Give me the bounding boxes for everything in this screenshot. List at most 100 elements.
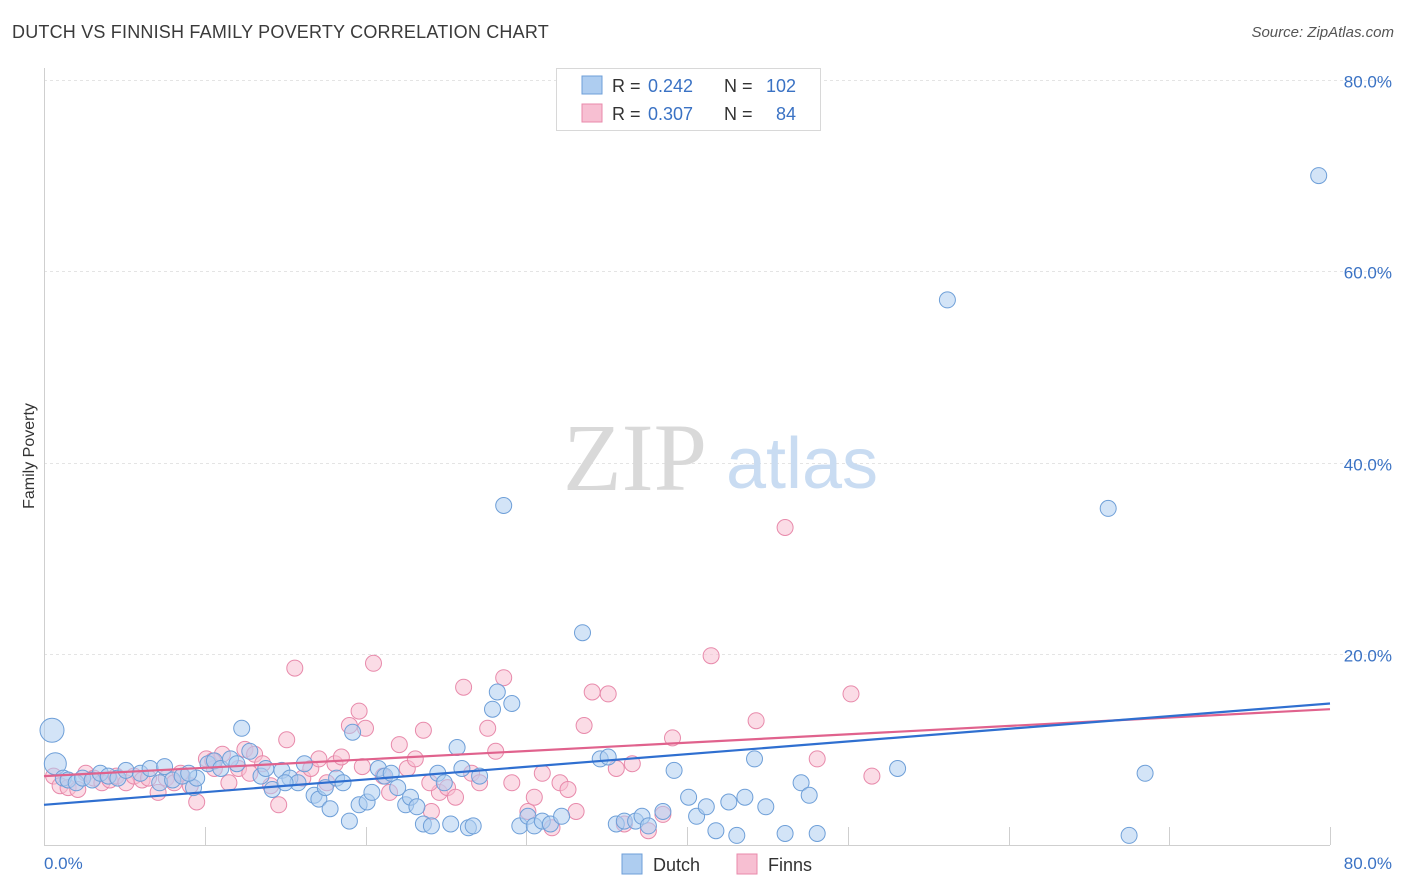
finns-point <box>220 774 238 792</box>
dutch-point <box>736 788 754 806</box>
x-ticks <box>44 827 1331 845</box>
finns-point <box>350 702 368 720</box>
finns-point <box>455 678 473 696</box>
dutch-point <box>453 760 471 777</box>
dutch-point <box>257 760 275 777</box>
y-tick-label: 60.0% <box>1344 264 1392 283</box>
legend-r-label-dutch: R = <box>612 76 641 96</box>
dutch-point <box>422 817 440 835</box>
finns-point <box>533 764 551 782</box>
y-tick-label: 80.0% <box>1344 73 1392 92</box>
finns-point <box>447 788 464 806</box>
dutch-point <box>1310 167 1328 185</box>
dutch-point <box>707 822 725 840</box>
dutch-point <box>503 695 521 712</box>
legend-box: R = 0.242 N = 102 R = 0.307 N = 84 <box>556 68 821 131</box>
chart-title: DUTCH VS FINNISH FAMILY POVERTY CORRELAT… <box>12 22 549 42</box>
dutch-point <box>639 817 657 835</box>
dutch-point <box>435 774 453 792</box>
finns-point <box>559 781 577 798</box>
finns-point <box>583 683 601 701</box>
finns-point <box>776 519 794 536</box>
legend-n-label-finns: N = <box>724 104 753 124</box>
finns-point <box>479 719 497 737</box>
finns-point <box>286 659 304 677</box>
y-tick-label: 40.0% <box>1344 456 1392 475</box>
dutch-point <box>363 783 381 801</box>
dutch-point <box>241 742 259 760</box>
dutch-point <box>117 761 135 779</box>
dutch-point <box>1099 499 1117 517</box>
finns-point <box>310 750 328 768</box>
bottom-legend-label-dutch: Dutch <box>653 855 700 875</box>
dutch-point <box>141 760 159 777</box>
finns-point <box>188 793 206 811</box>
dutch-point <box>654 803 672 820</box>
dutch-point <box>697 798 715 816</box>
finns-point <box>863 767 881 785</box>
dutch-point <box>776 825 794 842</box>
finns-point <box>278 731 296 749</box>
bottom-legend-swatch-dutch <box>621 853 643 875</box>
dutch-point <box>495 497 513 514</box>
finns-point <box>599 685 617 703</box>
watermark: ZIP atlas <box>563 404 878 511</box>
legend-swatch-dutch <box>581 75 603 95</box>
dutch-point <box>488 683 506 701</box>
finns-points <box>45 519 881 840</box>
trend-lines <box>43 702 1331 806</box>
y-tick-label: 20.0% <box>1344 647 1392 666</box>
legend-swatch-finns <box>581 103 603 123</box>
dutch-point <box>574 624 591 642</box>
dutch-point <box>680 788 698 806</box>
dutch-point <box>484 700 501 718</box>
finns-point <box>270 796 288 814</box>
dutch-point <box>321 800 339 818</box>
dutch-point <box>340 812 358 830</box>
dutch-trend-line <box>43 702 1331 806</box>
dutch-point <box>728 826 746 844</box>
finns-point <box>495 669 513 687</box>
dutch-point <box>464 817 482 835</box>
dutch-point <box>553 807 571 825</box>
dutch-point <box>800 786 818 804</box>
dutch-point <box>228 755 246 773</box>
finns-point <box>414 721 432 739</box>
grid-lines <box>44 80 1392 655</box>
finns-point <box>808 750 826 768</box>
dutch-point <box>39 717 65 743</box>
dutch-point <box>665 761 683 779</box>
dutch-point <box>938 291 956 309</box>
x-tick-label-max: 80.0% <box>1344 854 1392 873</box>
axes <box>44 68 1330 846</box>
finns-point <box>567 803 585 820</box>
finns-point <box>702 647 720 665</box>
finns-point <box>747 712 765 730</box>
x-tick-label-min: 0.0% <box>44 854 83 873</box>
dutch-point <box>442 815 460 833</box>
dutch-point <box>448 739 466 756</box>
dutch-point <box>599 748 617 766</box>
finns-point <box>503 774 521 792</box>
dutch-point <box>1120 826 1138 844</box>
dutch-point <box>344 723 362 741</box>
source-label: Source: ZipAtlas.com <box>1251 24 1394 41</box>
legend-n-label-dutch: N = <box>724 76 753 96</box>
dutch-point <box>471 767 489 785</box>
bottom-legend: Dutch Finns <box>621 853 812 875</box>
bottom-legend-label-finns: Finns <box>768 855 812 875</box>
finns-point <box>525 788 543 806</box>
dutch-point <box>792 774 810 792</box>
dutch-point <box>276 774 294 792</box>
legend-n-value-dutch: 102 <box>766 76 796 96</box>
finns-point <box>842 685 860 703</box>
dutch-point <box>233 719 251 737</box>
bottom-legend-swatch-finns <box>736 853 758 875</box>
finns-point <box>406 750 424 768</box>
y-axis-label: Family Poverty <box>21 403 38 509</box>
finns-point <box>664 729 681 747</box>
finns-point <box>390 736 408 754</box>
dutch-point <box>389 779 407 797</box>
dutch-point <box>720 793 738 811</box>
